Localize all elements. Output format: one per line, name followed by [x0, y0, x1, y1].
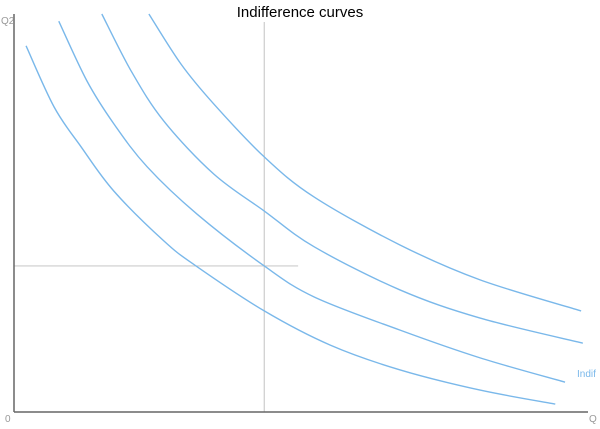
y-axis-label: Q2 — [1, 16, 15, 27]
indifference-curve-4 — [148, 13, 582, 312]
origin-label: 0 — [5, 414, 11, 425]
indifference-curve-1 — [25, 45, 556, 405]
chart-title: Indifference curves — [237, 4, 363, 21]
series-label: Indif — [577, 369, 596, 380]
indifference-curve-3 — [101, 13, 583, 344]
indifference-curve-2 — [58, 20, 566, 383]
x-axis-label: Q — [589, 414, 597, 425]
